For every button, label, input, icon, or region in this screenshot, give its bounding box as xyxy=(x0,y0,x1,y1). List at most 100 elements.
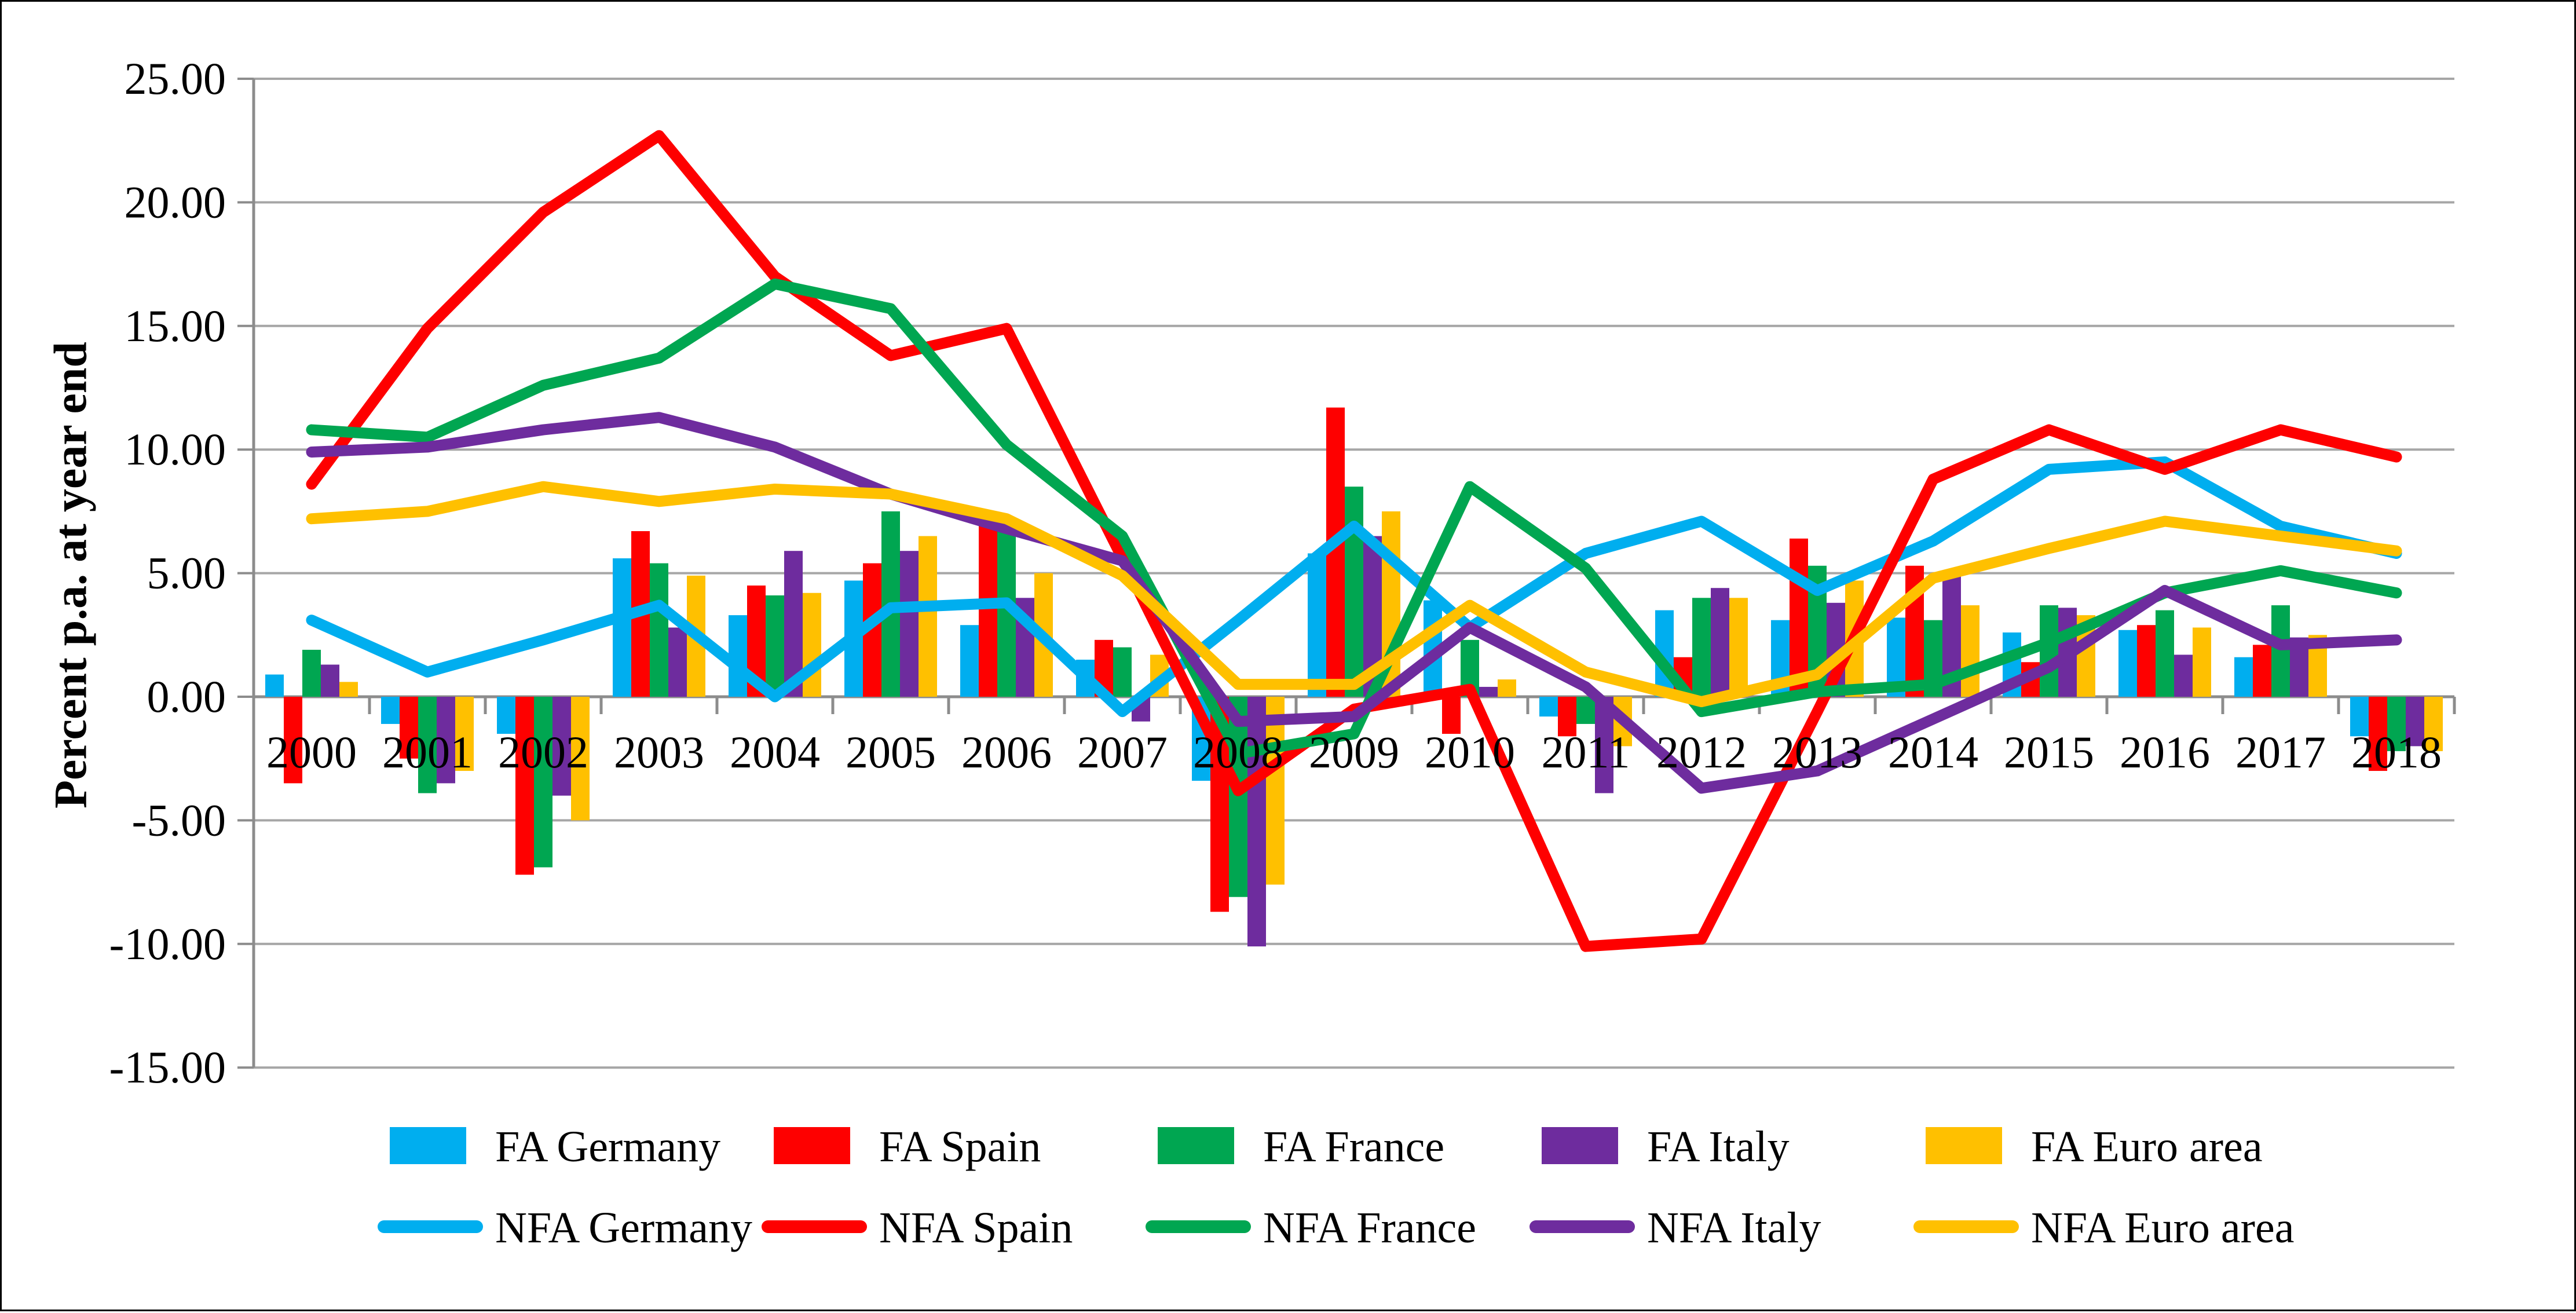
legend-item-nfa-germany: NFA Germany xyxy=(378,1204,752,1252)
bar-fa-germany-2009 xyxy=(1308,553,1326,697)
bar-fa-germany-2011 xyxy=(1539,697,1558,717)
bar-fa-spain-2017 xyxy=(2253,645,2271,697)
line-nfa-italy xyxy=(306,412,2402,794)
legend-label: NFA Italy xyxy=(1647,1204,1821,1252)
x-tick-label-2001: 2001 xyxy=(382,727,473,777)
bar-fa-germany-2003 xyxy=(613,558,631,697)
axis-labels: 25.00 20.00 15.00 10.00 5.00 0.00 -5.00 -10.00 -… xyxy=(109,53,2442,1092)
legend-label: NFA Germany xyxy=(495,1204,752,1252)
x-tick-label-2011: 2011 xyxy=(1541,727,1630,777)
bar-fa-italy-2000 xyxy=(321,664,339,697)
legend-item-fa-germany: FA Germany xyxy=(390,1122,720,1171)
bar-fa-spain-2016 xyxy=(2137,625,2156,697)
bar-fa-italy-2010 xyxy=(1479,686,1498,697)
legend-label: NFA Spain xyxy=(879,1204,1073,1252)
bar-fa-france-2003 xyxy=(650,563,668,697)
bar-fa-italy-2001 xyxy=(437,697,455,784)
legend-swatch-fa-france-icon xyxy=(1158,1127,1234,1164)
bar-fa-france-2004 xyxy=(766,595,784,697)
bar-fa-germany-2002 xyxy=(497,697,515,734)
legend-label: NFA Euro area xyxy=(2031,1204,2294,1252)
x-tick-label-2012: 2012 xyxy=(1656,727,1747,777)
bar-fa-germany-2017 xyxy=(2234,657,2253,697)
line-nfa-france xyxy=(306,278,2402,759)
y-tick-label: 0.00 xyxy=(147,671,226,722)
bar-fa-spain-2000 xyxy=(284,697,302,784)
bar-fa-france-2017 xyxy=(2271,605,2290,697)
legend-label: FA Italy xyxy=(1647,1122,1790,1171)
bar-fa-france-2000 xyxy=(302,649,321,697)
legend-swatch-fa-spain-icon xyxy=(774,1127,850,1164)
bar-fa-italy-2008 xyxy=(1247,697,1266,947)
x-tick-label-2010: 2010 xyxy=(1425,727,1515,777)
bar-fa-euro-area-2010 xyxy=(1498,679,1516,697)
y-tick-label: 10.00 xyxy=(125,424,226,474)
bar-fa-france-2011 xyxy=(1576,697,1595,724)
bar-fa-euro-area-2002 xyxy=(571,697,590,821)
legend-item-nfa-italy: NFA Italy xyxy=(1529,1204,1821,1252)
bar-fa-euro-area-2004 xyxy=(803,593,821,697)
bar-fa-france-2007 xyxy=(1113,647,1132,697)
bar-fa-spain-2001 xyxy=(400,697,418,759)
x-tick-label-2013: 2013 xyxy=(1772,727,1863,777)
legend-item-nfa-spain: NFA Spain xyxy=(762,1204,1073,1252)
bar-fa-france-2002 xyxy=(534,697,552,868)
x-tick-label-2008: 2008 xyxy=(1193,727,1283,777)
x-tick-label-2014: 2014 xyxy=(1888,727,1978,777)
bar-fa-euro-area-2000 xyxy=(339,682,358,697)
x-tick-label-2009: 2009 xyxy=(1309,727,1399,777)
bar-fa-euro-area-2016 xyxy=(2193,627,2211,697)
x-tick-label-2017: 2017 xyxy=(2235,727,2326,777)
bar-fa-euro-area-2012 xyxy=(1729,598,1748,697)
bar-fa-germany-2000 xyxy=(265,674,284,697)
bar-fa-spain-2010 xyxy=(1442,697,1461,734)
x-tick-label-2015: 2015 xyxy=(2004,727,2094,777)
line-series-group xyxy=(306,130,2402,952)
line-nfa-spain xyxy=(306,130,2402,952)
bar-fa-france-2009 xyxy=(1345,487,1363,697)
line-nfa-germany xyxy=(306,456,2402,718)
x-tick-label-2000: 2000 xyxy=(266,727,357,777)
bar-fa-euro-area-2005 xyxy=(919,536,937,697)
legend-label: FA Germany xyxy=(495,1122,720,1171)
bar-fa-france-2018 xyxy=(2387,697,2406,751)
y-tick-label: 20.00 xyxy=(125,177,226,227)
y-tick-label: 5.00 xyxy=(147,548,226,598)
legend-swatch-fa-germany-icon xyxy=(390,1127,466,1164)
bar-fa-france-2012 xyxy=(1692,598,1711,697)
bar-fa-italy-2016 xyxy=(2174,654,2193,697)
x-tick-label-2006: 2006 xyxy=(961,727,1052,777)
y-tick-label: -10.00 xyxy=(109,919,226,969)
legend-item-fa-spain: FA Spain xyxy=(774,1122,1041,1171)
x-tick-label-2003: 2003 xyxy=(614,727,704,777)
bar-fa-spain-2011 xyxy=(1558,697,1576,737)
legend-item-fa-euro-area: FA Euro area xyxy=(1926,1122,2263,1171)
x-tick-label-2005: 2005 xyxy=(846,727,936,777)
legend-label: FA Spain xyxy=(879,1122,1041,1171)
bar-fa-italy-2002 xyxy=(552,697,571,796)
x-tick-label-2016: 2016 xyxy=(2120,727,2210,777)
legend-item-fa-france: FA France xyxy=(1158,1122,1444,1171)
legend-label: FA France xyxy=(1263,1122,1444,1171)
bar-fa-spain-2018 xyxy=(2369,697,2387,771)
y-tick-label: -15.00 xyxy=(109,1042,226,1092)
bar-fa-france-2016 xyxy=(2156,610,2174,697)
x-tick-label-2018: 2018 xyxy=(2351,727,2442,777)
bar-fa-spain-2002 xyxy=(515,697,534,875)
legend-swatch-fa-italy-icon xyxy=(1542,1127,1618,1164)
x-tick-label-2004: 2004 xyxy=(730,727,820,777)
bar-fa-italy-2012 xyxy=(1711,588,1729,697)
bar-fa-germany-2001 xyxy=(381,697,400,724)
bar-fa-france-2001 xyxy=(418,697,437,793)
bar-fa-italy-2005 xyxy=(900,551,919,697)
bar-fa-germany-2006 xyxy=(960,625,979,697)
y-tick-label: 15.00 xyxy=(125,301,226,351)
legend: FA Germany FA Spain FA France FA Italy FA Eu… xyxy=(378,1122,2294,1252)
bar-fa-spain-2013 xyxy=(1790,538,1808,697)
legend-item-nfa-euro-area: NFA Euro area xyxy=(1913,1204,2294,1252)
legend-swatch-fa-euro-area-icon xyxy=(1926,1127,2002,1164)
bar-fa-euro-area-2018 xyxy=(2424,697,2443,751)
y-tick-label: -5.00 xyxy=(132,795,226,845)
